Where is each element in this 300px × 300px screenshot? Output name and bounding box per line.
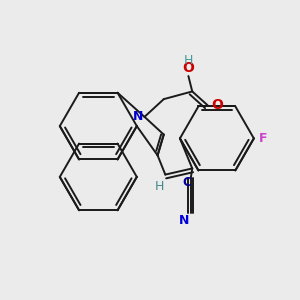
Text: N: N	[179, 214, 190, 227]
Text: O: O	[211, 98, 223, 112]
Text: H: H	[184, 54, 193, 67]
Text: O: O	[182, 61, 194, 75]
Text: H: H	[154, 180, 164, 193]
Text: F: F	[259, 132, 267, 145]
Text: C: C	[182, 176, 191, 189]
Text: N: N	[133, 110, 143, 123]
